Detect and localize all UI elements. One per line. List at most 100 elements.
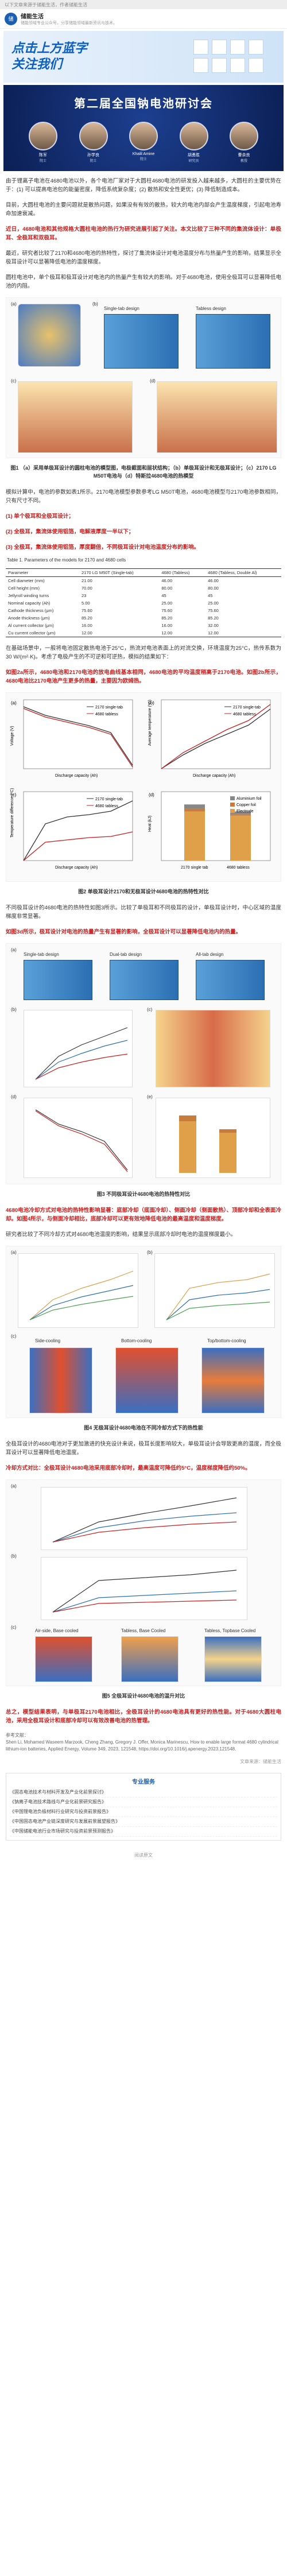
figure-4: (a) (b) (c) Side-cooling Bottom-cooling … xyxy=(6,1246,281,1418)
legend-entry: 4680 tabless xyxy=(233,712,256,716)
panel-label: (c) xyxy=(147,1007,153,1012)
read-original-link[interactable]: 阅读原文 xyxy=(134,1853,153,1858)
speaker-list: 陈军 院士 孙学良 院士 Khalil Amine 院士 胡勇胜 研究员 曹余良… xyxy=(26,122,261,163)
table-header-row: Parameter 2170 LG M50T (Single-tab) 4680… xyxy=(6,569,281,577)
paragraph-highlight: 近日，4680电池和其他规格大圆柱电池的热行为研究进展引起了关注。本文比较了三种… xyxy=(6,226,281,241)
cooling-label: Side-cooling xyxy=(35,1338,61,1343)
map-label: Air-side, Base cooled xyxy=(35,1628,79,1633)
speaker-name: 胡勇胜 xyxy=(188,153,200,157)
cooling-label: Bottom-cooling xyxy=(121,1338,152,1343)
speaker-card: 陈军 院士 xyxy=(26,122,60,163)
speaker-photo xyxy=(29,122,57,150)
bottom-cooling-map xyxy=(115,1347,179,1413)
service-link[interactable]: 《中国锂电池负极材料行业研究与投资前景报告》 xyxy=(10,1807,277,1817)
series-line-2170 xyxy=(23,800,133,861)
series-line-4680 xyxy=(23,708,133,768)
panel-label: (c) xyxy=(11,1625,17,1630)
reference-text[interactable]: Shen Li, Mohamed Waseem Marzook, Cheng Z… xyxy=(6,1740,278,1752)
table-cell: 16.00 xyxy=(81,623,92,628)
banner-graphic xyxy=(192,38,272,76)
side-cooling-map xyxy=(29,1347,92,1413)
banner-line1: 点击上方蓝字 xyxy=(11,41,88,55)
panel-label: (b) xyxy=(11,1007,17,1012)
series-line-2170 xyxy=(161,708,271,769)
y-axis-label: Average temperature (°C) xyxy=(148,700,152,746)
temperature-curves xyxy=(35,1027,128,1080)
cooling-gradient-chart xyxy=(154,1253,275,1328)
legend-entry: Aluminium foil xyxy=(236,797,262,801)
table-cell: Cell diameter (mm) xyxy=(8,578,45,583)
service-link[interactable]: 《中国储能电池行业市场研究与投资前景预测报告》 xyxy=(10,1827,277,1837)
x-axis-label: Discharge capacity (Ah) xyxy=(55,774,98,778)
account-name[interactable]: 储能生活 xyxy=(21,14,44,20)
table-row: Cu current collector (μm) 12.00 12.00 12.00 xyxy=(6,629,281,637)
table-cell: 85.20 xyxy=(208,615,219,621)
heat-bars xyxy=(179,1115,236,1173)
y-axis-label: Temperature difference (°C) xyxy=(10,788,14,838)
panel-label: (a) xyxy=(11,301,17,307)
service-link[interactable]: 《钠离子电池技术路线与产业化前景研究报告》 xyxy=(10,1798,277,1807)
panel-label: (c) xyxy=(11,792,17,797)
speaker-name: 曹余良 xyxy=(238,153,250,157)
follow-banner[interactable]: 点击上方蓝字 关注我们 xyxy=(3,31,284,83)
figure-4-caption: 图4 无极耳设计4680电池在不同冷却方式下的热性能 xyxy=(84,1425,203,1431)
table-cell: 46.00 xyxy=(161,578,173,583)
table-cell: 21.00 xyxy=(81,578,92,583)
speaker-card: 孙学良 院士 xyxy=(77,122,110,163)
panel-label: (e) xyxy=(147,1094,153,1099)
table-cell: 85.20 xyxy=(161,615,173,621)
list-item: (2) 全极耳，集流体使用铝箔，电解液厚度一半以下； xyxy=(6,529,134,535)
single-tab-model-image xyxy=(24,960,92,1000)
table-row: Al current collector (μm) 16.00 16.00 32.00 xyxy=(6,622,281,629)
figure-5-caption: 图5 全极耳设计4680电池的温升对比 xyxy=(102,1693,185,1699)
figure-2-charts: (a) Discharge capacity (Ah) Voltage (V) 217… xyxy=(10,699,271,870)
paragraph: 全极耳设计的4680电池对于更加激进的快充设计来说，极耳长度影响较大，单极耳设计… xyxy=(6,1441,281,1456)
speaker-name: Khalil Amine xyxy=(132,152,155,156)
heat-bar-segment xyxy=(184,804,205,809)
cooling-curves xyxy=(29,1270,134,1320)
legend-entry: 2170 single-tab xyxy=(95,706,123,710)
table-cell: 25.00 xyxy=(208,601,219,606)
reference-label: 参考文献： xyxy=(6,1733,29,1738)
air-side-cooled-map xyxy=(35,1636,92,1682)
tabless-base-cooled-map xyxy=(121,1636,179,1682)
speaker-photo xyxy=(179,122,208,150)
heat-bar-segment xyxy=(230,811,251,815)
avatar[interactable]: 储 xyxy=(5,12,17,25)
legend-entry: 4680 tabless xyxy=(95,712,118,716)
temperature-difference-curves xyxy=(52,1570,237,1613)
voltage-chart xyxy=(24,1098,133,1178)
table-cell: 16.00 xyxy=(161,623,173,628)
table-cell: 45 xyxy=(208,593,213,598)
table-title: Table 1. Parameters of the models for 21… xyxy=(7,557,126,563)
figure-3-caption: 图3 不同极耳设计4680电池的热特性对比 xyxy=(96,1191,191,1197)
legend-swatch xyxy=(230,809,235,813)
services-title: 专业服务 xyxy=(132,1779,155,1785)
account-description: 储能领域专业公众号，分享储能领域最新资讯与技术。 xyxy=(21,21,117,25)
x-axis-label: Discharge capacity (Ah) xyxy=(55,866,98,870)
list-item: (1) 单个极耳和全极耳设计； xyxy=(6,513,74,520)
panel-label: (d) xyxy=(11,1094,17,1099)
series-line-2170 xyxy=(23,706,133,766)
table-header: 4680 (Tabless, Double Al) xyxy=(205,569,281,577)
temperature-chart xyxy=(24,1010,133,1087)
panel-label: (a) xyxy=(11,1250,17,1255)
legend-entry: 2170 single-tab xyxy=(95,797,123,801)
services-box: 专业服务 《固态电池技术与材料开发及产业化前景探讨》 《钠离子电池技术路线与产业… xyxy=(6,1773,281,1841)
table-row: Jellyroll winding turns 23 45 45 xyxy=(6,592,281,599)
service-link[interactable]: 《中国固态电池产业链深度研究与发展前景展望报告》 xyxy=(10,1817,277,1827)
conference-banner[interactable]: 第二届全国钠电池研讨会 陈军 院士 孙学良 院士 Khalil Amine 院士… xyxy=(3,85,284,171)
bar-category-label: 2170 single tab xyxy=(181,866,208,870)
chart-frame xyxy=(161,791,271,861)
account-header[interactable]: 储 储能生活 储能领域专业公众号，分享储能领域最新资讯与技术。 xyxy=(0,9,287,29)
panel-label: (d) xyxy=(149,792,154,797)
table-cell: 23 xyxy=(81,593,87,598)
table-cell: 80.00 xyxy=(161,586,173,591)
table-cell: Nominal capacity (Ah) xyxy=(8,601,51,606)
table-cell: Cathode thickness (μm) xyxy=(8,608,54,613)
top-cooling-map xyxy=(201,1347,265,1413)
table-cell: 70.00 xyxy=(81,586,92,591)
tabless-topbase-cooled-map xyxy=(204,1636,262,1682)
bar-category-label: 4680 tabless xyxy=(227,866,250,870)
service-link[interactable]: 《固态电池技术与材料开发及产业化前景探讨》 xyxy=(10,1788,277,1798)
